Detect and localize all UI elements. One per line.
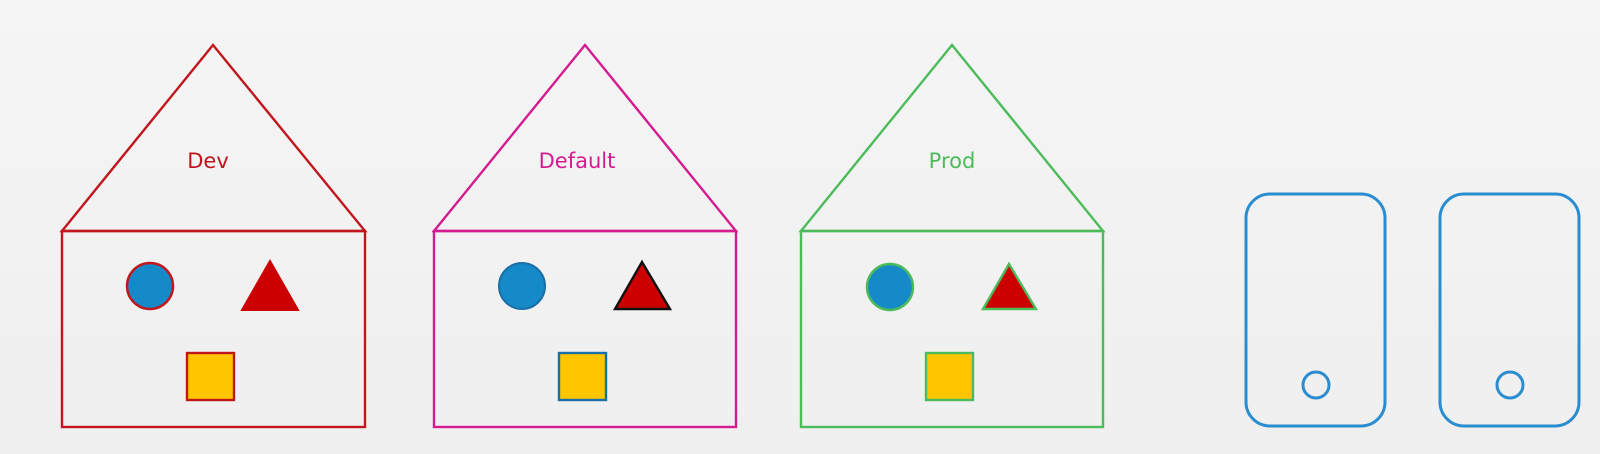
device-2-home-button xyxy=(1495,370,1525,400)
house-default-body xyxy=(432,229,738,429)
house-default-label: Default xyxy=(539,149,616,173)
house-prod-body xyxy=(799,229,1105,429)
house-prod: Prod xyxy=(798,43,1106,429)
device-2-frame xyxy=(1438,192,1581,428)
device-1-home-button xyxy=(1301,370,1331,400)
house-default-roof xyxy=(431,43,739,233)
house-dev-triangle xyxy=(240,258,300,311)
device-2 xyxy=(1438,192,1581,428)
house-prod-square xyxy=(924,351,975,402)
house-dev: Dev xyxy=(59,43,368,429)
house-prod-triangle xyxy=(980,261,1039,311)
house-dev-roof xyxy=(59,43,368,233)
house-dev-label: Dev xyxy=(187,149,229,173)
house-prod-circle xyxy=(865,262,915,312)
house-dev-square xyxy=(185,351,236,402)
house-dev-body xyxy=(60,229,367,429)
house-prod-roof xyxy=(798,43,1106,233)
house-default-circle xyxy=(498,262,546,310)
house-default-square xyxy=(557,351,608,402)
house-default: Default xyxy=(431,43,739,429)
house-prod-label: Prod xyxy=(929,149,976,173)
house-dev-circle xyxy=(125,261,175,311)
device-1-frame xyxy=(1244,192,1387,428)
device-1 xyxy=(1244,192,1387,428)
house-default-triangle xyxy=(612,259,673,311)
